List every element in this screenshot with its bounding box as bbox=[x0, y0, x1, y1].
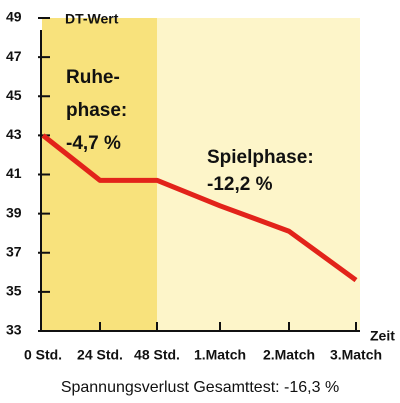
y-tick-label: 49 bbox=[6, 9, 22, 25]
y-tick-label: 47 bbox=[6, 48, 22, 64]
y-tick-label: 43 bbox=[6, 126, 22, 142]
annotation: Ruhe- bbox=[66, 67, 120, 88]
y-tick-label: 37 bbox=[6, 243, 22, 259]
x-tick-label: 24 Std. bbox=[77, 347, 123, 363]
x-tick-label: 1.Match bbox=[194, 347, 246, 363]
footer: Spannungsverlust Gesamttest: -16,3 % bbox=[61, 379, 339, 396]
y-tick-label: 33 bbox=[6, 322, 22, 338]
data-line bbox=[41, 133, 358, 283]
y-tick-label: 41 bbox=[6, 165, 22, 181]
y-axis-label: DT-Wert bbox=[65, 11, 119, 27]
x-tick-label: 3.Match bbox=[330, 347, 382, 363]
y-tick-label: 45 bbox=[6, 87, 22, 103]
play-phase-band bbox=[157, 18, 360, 330]
x-tick-label: 2.Match bbox=[263, 347, 315, 363]
y-tick-label: 35 bbox=[6, 283, 22, 299]
annotation: phase: bbox=[66, 100, 127, 121]
x-tick-label: 0 Std. bbox=[24, 347, 62, 363]
annotation: -4,7 % bbox=[66, 133, 121, 154]
annotation: -12,2 % bbox=[207, 174, 273, 195]
annotation: Spielphase: bbox=[207, 147, 314, 168]
rest-phase-band bbox=[42, 18, 157, 330]
y-tick-label: 39 bbox=[6, 204, 22, 220]
x-tick-label: 48 Std. bbox=[134, 347, 180, 363]
x-axis-label: Zeit bbox=[370, 328, 395, 344]
